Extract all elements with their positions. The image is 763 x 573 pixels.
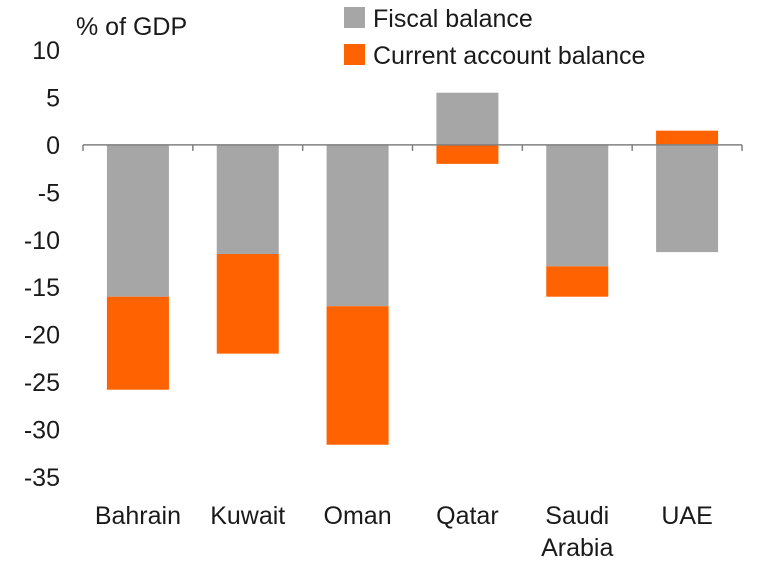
bar-current-account-balance <box>106 296 169 390</box>
x-tick-label: Qatar <box>436 502 499 530</box>
y-tick-label: -30 <box>24 417 60 445</box>
y-tick-label: -35 <box>24 464 60 492</box>
bar-fiscal-balance <box>546 144 609 267</box>
bar-fiscal-balance <box>106 144 169 297</box>
y-tick-label: -25 <box>24 369 60 397</box>
legend-label: Current account balance <box>373 42 645 70</box>
x-tick-label: Kuwait <box>210 502 285 530</box>
legend-swatch <box>344 7 365 28</box>
y-tick-label: 0 <box>46 132 60 160</box>
bar-current-account-balance <box>546 266 609 297</box>
bar-fiscal-balance <box>216 144 279 255</box>
x-tick-label: Arabia <box>541 534 613 562</box>
bar-current-account-balance <box>216 254 279 354</box>
y-tick-label: -5 <box>38 179 60 207</box>
bar-current-account-balance <box>656 130 719 145</box>
x-tick-label: Bahrain <box>95 502 181 530</box>
bar-fiscal-balance <box>436 92 499 145</box>
y-axis-unit-label: % of GDP <box>76 13 187 41</box>
bars <box>106 92 719 445</box>
bar-current-account-balance <box>436 144 499 164</box>
y-tick-label: 5 <box>46 84 60 112</box>
x-axis-tick-marks <box>82 144 743 151</box>
y-tick-label: 10 <box>32 37 60 65</box>
y-axis-ticks: 10 5 0 -5 -10 -15 -20 -25 -30 -35 <box>24 37 60 492</box>
y-tick-label: -15 <box>24 274 60 302</box>
x-tick-label: Saudi <box>545 502 609 530</box>
legend-label: Fiscal balance <box>373 5 533 33</box>
bar-fiscal-balance <box>326 144 389 307</box>
y-tick-label: -10 <box>24 227 60 255</box>
x-tick-label: Oman <box>324 502 392 530</box>
y-tick-label: -20 <box>24 322 60 350</box>
x-axis-labels: Bahrain Kuwait Oman Qatar Saudi Arabia UAE <box>95 502 713 562</box>
x-tick-label: UAE <box>661 502 712 530</box>
bar-current-account-balance <box>326 306 389 445</box>
legend: Fiscal balance Current account balance <box>344 5 645 70</box>
legend-swatch <box>344 44 365 65</box>
bar-fiscal-balance <box>656 144 719 253</box>
